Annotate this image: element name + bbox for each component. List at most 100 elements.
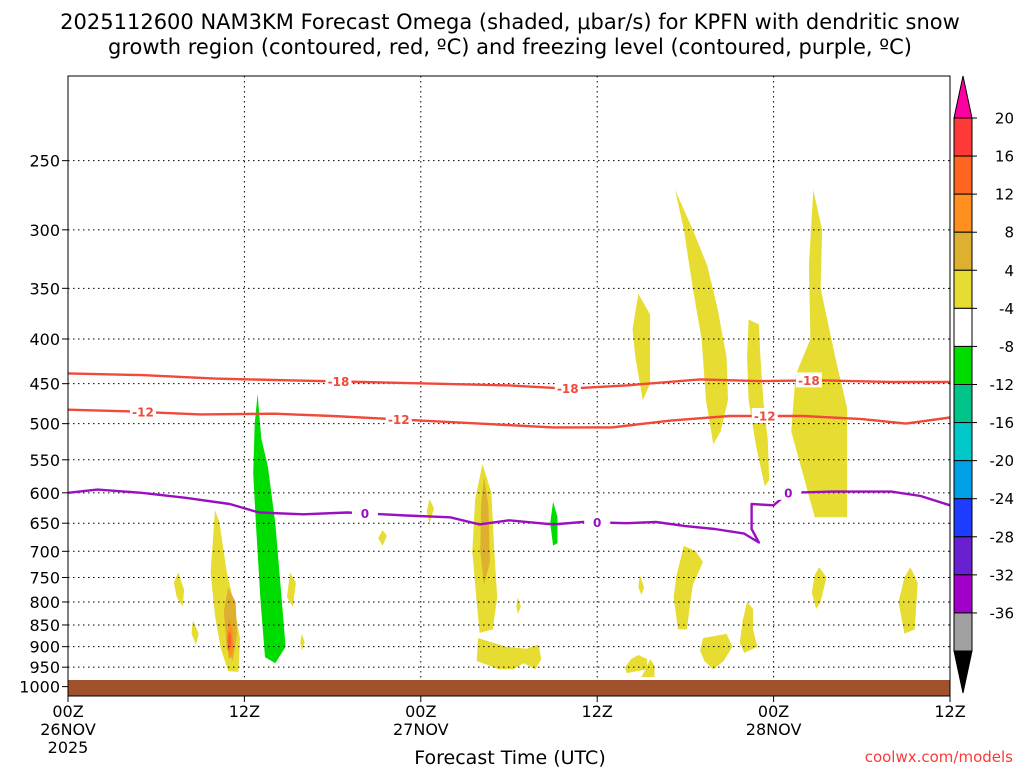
contour-label-bg-0-0 [351, 505, 378, 521]
colorbar-segment-0 [953, 117, 973, 157]
colorbar-segment-11 [953, 536, 973, 576]
y-tick-label-1000: 1000 [19, 678, 60, 697]
colorbar-label-4: 4 [1004, 262, 1014, 280]
omega-region-27 [638, 574, 645, 595]
title-line-2: growth region (contoured, red, ºC) and f… [108, 35, 912, 59]
omega-region-10 [747, 319, 770, 487]
contour-label-0-2: 0 [784, 486, 792, 500]
colorbar-label-6: -8 [999, 338, 1014, 356]
colorbar-label-8: -16 [990, 414, 1015, 432]
colorbar-segment-8 [953, 422, 973, 462]
omega-region-25 [476, 638, 542, 670]
omega-region-14 [739, 602, 758, 653]
omega-region-4 [253, 393, 286, 664]
colorbar-label-5: -4 [999, 300, 1014, 318]
contour-label--18-2: -18 [798, 374, 820, 388]
omega-region-17 [641, 659, 655, 677]
omega-region-24 [516, 597, 521, 614]
contour-label-bg--12-0 [129, 403, 156, 419]
omega-region-12 [673, 545, 703, 630]
contour-label--12-2: -12 [754, 409, 776, 423]
y-tick-label-650: 650 [29, 514, 60, 533]
contour-label--12-0: -12 [132, 405, 154, 419]
colorbar-segment-7 [953, 384, 973, 424]
colorbar-label-13: -36 [990, 604, 1015, 622]
colorbar-segment-10 [953, 498, 973, 538]
y-tick-label-700: 700 [29, 542, 60, 561]
colorbar-label-10: -24 [990, 490, 1015, 508]
colorbar-segment-5 [953, 307, 973, 347]
colorbar-label-12: -32 [990, 566, 1015, 584]
y-tick-label-800: 800 [29, 593, 60, 612]
colorbar-segment-2 [953, 193, 973, 233]
x-tick-label-48-2: 28NOV [746, 720, 802, 739]
omega-region-15 [811, 567, 827, 609]
contour-label--12-1: -12 [388, 413, 410, 427]
y-tick-label-850: 850 [29, 616, 60, 635]
y-tick-label-600: 600 [29, 484, 60, 503]
colorbar-label-3: 8 [1004, 224, 1014, 242]
omega-region-19 [191, 620, 199, 645]
omega-region-16 [898, 567, 918, 634]
x-tick-label-48-1: 00Z [758, 702, 789, 721]
y-tick-label-400: 400 [29, 330, 60, 349]
x-axis-title: Forecast Time (UTC) [414, 747, 605, 768]
contour-label--18-0: -18 [328, 375, 350, 389]
contour-label-bg--12-2 [751, 407, 778, 423]
x-tick-label-0-3: 2025 [48, 738, 89, 757]
contour-label--18-1: -18 [557, 382, 579, 396]
x-tick-label-0-2: 26NOV [40, 720, 96, 739]
contour-label-bg-0-2 [775, 484, 802, 500]
omega-region-6 [480, 476, 490, 585]
colorbar-label-11: -28 [990, 528, 1015, 546]
colorbar-segment-13 [953, 612, 973, 652]
colorbar-label-0: 20 [995, 110, 1014, 128]
contour-label-0-1: 0 [593, 516, 601, 530]
colorbar-segment-1 [953, 155, 973, 195]
x-tick-label-36-1: 12Z [582, 702, 613, 721]
colorbar-segment-4 [953, 269, 973, 309]
colorbar-label-7: -12 [990, 376, 1015, 394]
contour-label-bg--12-1 [385, 411, 412, 427]
omega-region-3 [227, 630, 232, 651]
x-tick-label-24-1: 00Z [405, 702, 436, 721]
omega-region-11 [791, 189, 848, 518]
colorbar-segment-3 [953, 231, 973, 271]
contour-layer: -18 -18 -18 -12 -12 -12 0 0 0 [67, 372, 951, 544]
y-tick-label-900: 900 [29, 638, 60, 657]
ground-layer [68, 680, 950, 696]
contour-label-bg--18-1 [554, 380, 581, 396]
contour-label-bg--18-0 [325, 373, 352, 389]
y-tick-label-450: 450 [29, 375, 60, 394]
colorbar-segment-9 [953, 460, 973, 500]
omega-region-18 [173, 572, 185, 607]
y-tick-label-750: 750 [29, 568, 60, 587]
colorbar-bottom-arrow [953, 650, 973, 694]
contour-label-bg--18-2 [795, 372, 822, 388]
x-tick-label-60-1: 12Z [934, 702, 965, 721]
x-tick-label-0-1: 00Z [52, 702, 83, 721]
y-tick-label-950: 950 [29, 658, 60, 677]
omega-region-23 [378, 530, 387, 546]
omega-region-13 [700, 633, 733, 670]
plot-frame [67, 75, 951, 697]
title-line-1: 2025112600 NAM3KM Forecast Omega (shaded… [60, 10, 960, 34]
omega-region-20 [287, 572, 296, 607]
colorbar: 20 16 12 8 4 -4 -8 -12 -16 -20 -24 -28 -32 -36 [953, 75, 1015, 694]
colorbar-label-2: 12 [995, 186, 1014, 204]
omega-region-9 [632, 293, 651, 401]
contour-label-bg-0-1 [584, 514, 611, 530]
colorbar-label-1: 16 [995, 148, 1014, 166]
ground-surface [68, 680, 950, 696]
x-tick-label-24-2: 27NOV [393, 720, 449, 739]
y-tick-label-550: 550 [29, 451, 60, 470]
y-tick-label-250: 250 [29, 152, 60, 171]
y-axis-ticks: 250 300 350 400 450 500 550 600 650 700 750 800 850 9… [19, 152, 68, 697]
colorbar-label-9: -20 [990, 452, 1015, 470]
credit-text: coolwx.com/models [865, 748, 1013, 766]
omega-region-21 [300, 633, 305, 651]
contour--12 [67, 408, 951, 429]
colorbar-segment-12 [953, 574, 973, 614]
